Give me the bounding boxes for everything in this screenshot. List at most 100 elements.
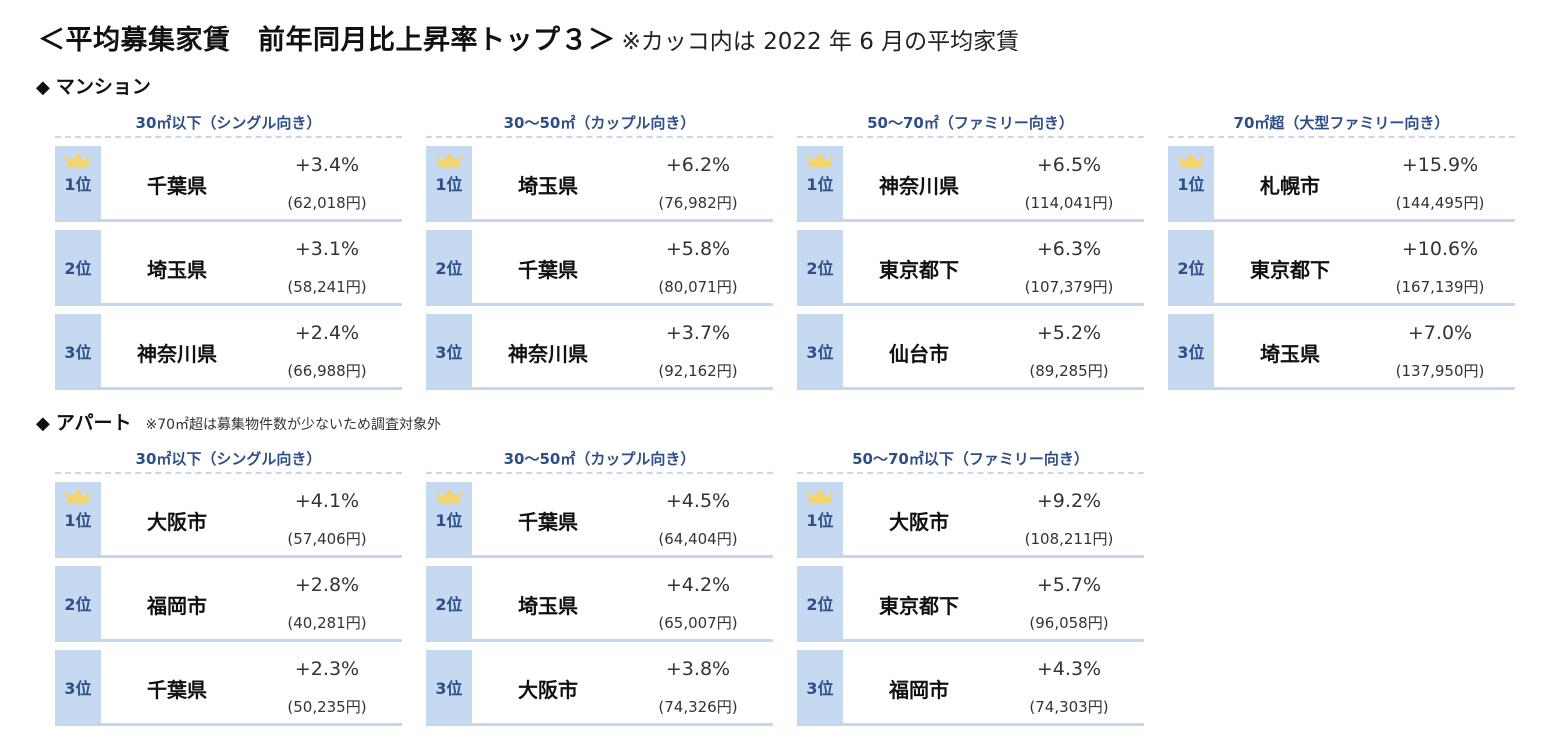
rank-label: 3位 <box>1177 343 1205 362</box>
rank-cell: 3位 <box>426 314 472 387</box>
ranking-row: 2位 福岡市 +2.8% (40,281円) <box>55 566 402 642</box>
crown-icon <box>65 489 91 503</box>
average-rent: (167,139円) <box>1395 278 1485 296</box>
region-name: 千葉県 <box>147 174 207 198</box>
rank-cell: 1位 <box>426 146 472 219</box>
rank-label: 3位 <box>806 343 834 362</box>
increase-rate: +6.5% <box>1036 154 1102 176</box>
average-rent: (108,211円) <box>1024 530 1114 548</box>
increase-rate: +10.6% <box>1401 238 1479 260</box>
average-rent: (74,303円) <box>1029 698 1109 716</box>
ranking-row: 3位 大阪市 +3.8% (74,326円) <box>426 650 773 726</box>
region-name: 東京都下 <box>879 258 959 282</box>
ranking-row: 3位 神奈川県 +3.7% (92,162円) <box>426 314 773 390</box>
increase-rate: +6.3% <box>1036 238 1102 260</box>
block-title: 30～50㎡（カップル向き） <box>426 110 773 138</box>
average-rent: (107,379円) <box>1024 278 1114 296</box>
ranking-row: 2位 東京都下 +10.6% (167,139円) <box>1168 230 1515 306</box>
section-apart-label: アパート <box>55 412 132 434</box>
increase-rate: +3.1% <box>294 238 360 260</box>
rank-label: 2位 <box>806 595 834 614</box>
average-rent: (40,281円) <box>287 614 367 632</box>
region-name: 大阪市 <box>518 678 578 702</box>
rank-cell: 2位 <box>426 566 472 639</box>
region-name: 埼玉県 <box>518 594 578 618</box>
region-name: 神奈川県 <box>879 174 959 198</box>
rank-cell: 3位 <box>55 314 101 387</box>
ranking-row: 1位 千葉県 +4.5% (64,404円) <box>426 482 773 558</box>
average-rent: (74,326円) <box>658 698 738 716</box>
block-title: 50～70㎡（ファミリー向き） <box>797 110 1144 138</box>
crown-icon <box>807 153 833 167</box>
ranking-row: 1位 千葉県 +3.4% (62,018円) <box>55 146 402 222</box>
rank-cell: 1位 <box>55 482 101 555</box>
increase-rate: +4.1% <box>294 490 360 512</box>
rank-label: 1位 <box>806 175 834 194</box>
ranking-row: 3位 千葉県 +2.3% (50,235円) <box>55 650 402 726</box>
rank-label: 1位 <box>435 175 463 194</box>
average-rent: (80,071円) <box>658 278 738 296</box>
average-rent: (92,162円) <box>658 362 738 380</box>
ranking-row: 1位 大阪市 +4.1% (57,406円) <box>55 482 402 558</box>
section-mansion-label: マンション <box>55 76 151 98</box>
rank-label: 3位 <box>806 679 834 698</box>
ranking-row: 3位 福岡市 +4.3% (74,303円) <box>797 650 1144 726</box>
diamond-icon: ◆ <box>36 413 50 434</box>
rank-cell: 2位 <box>797 566 843 639</box>
rank-label: 2位 <box>64 259 92 278</box>
average-rent: (58,241円) <box>287 278 367 296</box>
ranking-row: 3位 仙台市 +5.2% (89,285円) <box>797 314 1144 390</box>
rank-cell: 2位 <box>55 230 101 303</box>
rank-cell: 2位 <box>797 230 843 303</box>
average-rent: (144,495円) <box>1395 194 1485 212</box>
rank-cell: 1位 <box>797 482 843 555</box>
crown-icon <box>1178 153 1204 167</box>
section-apart-heading: ◆ アパート ※70㎡超は募集物件数が少ないため調査対象外 <box>36 408 441 435</box>
rank-label: 2位 <box>64 595 92 614</box>
rank-label: 1位 <box>806 511 834 530</box>
section-apart-note: ※70㎡超は募集物件数が少ないため調査対象外 <box>145 417 442 433</box>
region-name: 東京都下 <box>1250 258 1330 282</box>
rank-label: 1位 <box>64 511 92 530</box>
average-rent: (89,285円) <box>1029 362 1109 380</box>
block-title: 70㎡超（大型ファミリー向き） <box>1168 110 1515 138</box>
increase-rate: +4.2% <box>665 574 731 596</box>
average-rent: (65,007円) <box>658 614 738 632</box>
block-title: 50～70㎡以下（ファミリー向き） <box>797 446 1144 474</box>
rank-cell: 2位 <box>1168 230 1214 303</box>
increase-rate: +2.4% <box>294 322 360 344</box>
ranking-block: 50～70㎡（ファミリー向き） 1位 神奈川県 +6.5% (114,041円) 2位 東京… <box>797 110 1144 390</box>
region-name: 埼玉県 <box>1260 342 1320 366</box>
average-rent: (114,041円) <box>1024 194 1114 212</box>
diamond-icon: ◆ <box>36 77 50 98</box>
increase-rate: +15.9% <box>1401 154 1479 176</box>
rank-label: 2位 <box>1177 259 1205 278</box>
region-name: 千葉県 <box>518 258 578 282</box>
ranking-row: 2位 東京都下 +5.7% (96,058円) <box>797 566 1144 642</box>
ranking-row: 1位 大阪市 +9.2% (108,211円) <box>797 482 1144 558</box>
rank-label: 3位 <box>64 343 92 362</box>
increase-rate: +9.2% <box>1036 490 1102 512</box>
region-name: 千葉県 <box>518 510 578 534</box>
region-name: 大阪市 <box>147 510 207 534</box>
region-name: 千葉県 <box>147 678 207 702</box>
region-name: 埼玉県 <box>147 258 207 282</box>
increase-rate: +5.2% <box>1036 322 1102 344</box>
average-rent: (66,988円) <box>287 362 367 380</box>
increase-rate: +6.2% <box>665 154 731 176</box>
increase-rate: +5.7% <box>1036 574 1102 596</box>
crown-icon <box>436 153 462 167</box>
ranking-block: 50～70㎡以下（ファミリー向き） 1位 大阪市 +9.2% (108,211円) 2位 東… <box>797 446 1144 726</box>
ranking-block: 70㎡超（大型ファミリー向き） 1位 札幌市 +15.9% (144,495円) 2位 東京… <box>1168 110 1515 390</box>
rank-cell: 3位 <box>55 650 101 723</box>
rank-cell: 3位 <box>797 314 843 387</box>
ranking-block: 30～50㎡（カップル向き） 1位 千葉県 +4.5% (64,404円) 2位 埼玉県 +4… <box>426 446 773 726</box>
region-name: 福岡市 <box>147 594 207 618</box>
page-title: ＜平均募集家賃 前年同月比上昇率トップ３＞ ※カッコ内は 2022 年 6 月の平… <box>38 18 1019 57</box>
ranking-block: 30㎡以下（シングル向き） 1位 千葉県 +3.4% (62,018円) 2位 埼玉県 +3.… <box>55 110 402 390</box>
average-rent: (76,982円) <box>658 194 738 212</box>
region-name: 仙台市 <box>889 342 949 366</box>
block-title: 30㎡以下（シングル向き） <box>55 446 402 474</box>
increase-rate: +5.8% <box>665 238 731 260</box>
increase-rate: +4.5% <box>665 490 731 512</box>
